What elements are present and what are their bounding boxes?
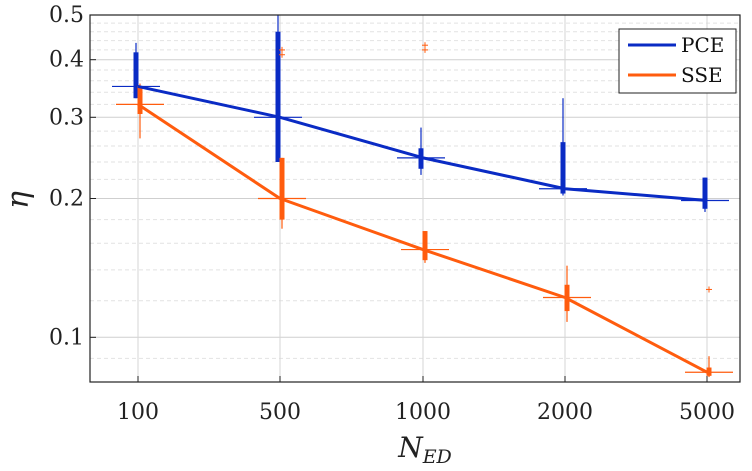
- box-body: [279, 157, 285, 220]
- series-lines: [137, 84, 708, 374]
- x-axis-label-main: N: [397, 431, 424, 464]
- box-body: [133, 52, 139, 99]
- box-body: [560, 142, 566, 194]
- legend-label-pce: PCE: [681, 33, 724, 57]
- legend-label-sse: SSE: [681, 63, 723, 87]
- box-body: [137, 86, 143, 114]
- y-tick-label: 0.2: [49, 187, 84, 212]
- series-line-sse: [137, 103, 708, 374]
- x-tick-label: 500: [259, 400, 301, 425]
- x-axis-label-subscript: ED: [422, 446, 452, 468]
- y-tick-label: 0.3: [49, 105, 84, 130]
- box-body: [275, 31, 281, 162]
- x-tick-label: 100: [117, 400, 159, 425]
- box-body: [702, 177, 708, 209]
- x-tick-label: 2000: [537, 400, 593, 425]
- y-tick-label: 0.5: [49, 3, 84, 28]
- legend-box: [618, 28, 737, 94]
- box-body: [422, 231, 428, 261]
- x-axis-label: NED: [397, 431, 452, 468]
- x-tick-label: 5000: [679, 400, 735, 425]
- series-line-pce: [137, 84, 708, 203]
- y-tick-label: 0.1: [49, 325, 84, 350]
- x-tick-label: 1000: [395, 400, 451, 425]
- y-tick-label: 0.4: [49, 48, 84, 73]
- y-axis-label: η: [1, 191, 36, 209]
- legend: PCE SSE: [618, 28, 737, 94]
- axis-ticks: 0.1 0.2 0.3 0.4 0.5 100 500 1000 2000 5000: [49, 3, 735, 425]
